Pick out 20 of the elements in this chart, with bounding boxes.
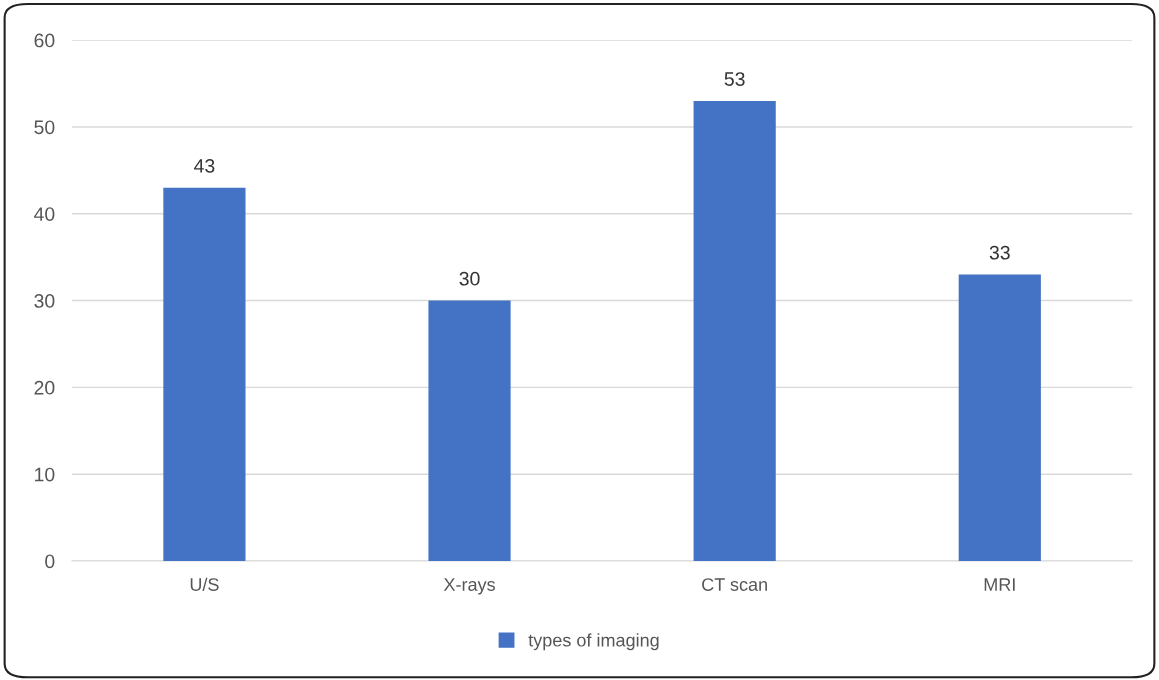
x-tick-label: U/S xyxy=(190,577,219,591)
data-label: 33 xyxy=(989,245,1010,260)
legend-label: types of imaging xyxy=(528,633,659,651)
data-label: 53 xyxy=(724,72,745,86)
data-label: 30 xyxy=(459,271,480,286)
x-tick-label: X-rays xyxy=(443,578,495,595)
y-tick-label: 20 xyxy=(34,380,55,395)
y-tick-label: 10 xyxy=(35,467,55,482)
bar xyxy=(693,100,776,561)
x-tick-label: CT scan xyxy=(702,578,767,591)
y-tick-label: 60 xyxy=(34,33,55,48)
bar xyxy=(163,187,246,561)
y-tick-label: 30 xyxy=(34,294,55,308)
bar xyxy=(958,274,1041,561)
data-label: 43 xyxy=(194,158,215,173)
bar xyxy=(428,300,511,561)
y-tick-label: 40 xyxy=(34,207,55,221)
y-tick-label: 0 xyxy=(45,554,55,569)
y-tick-label: 50 xyxy=(34,120,55,135)
x-tick-label: MRI xyxy=(984,578,1015,591)
